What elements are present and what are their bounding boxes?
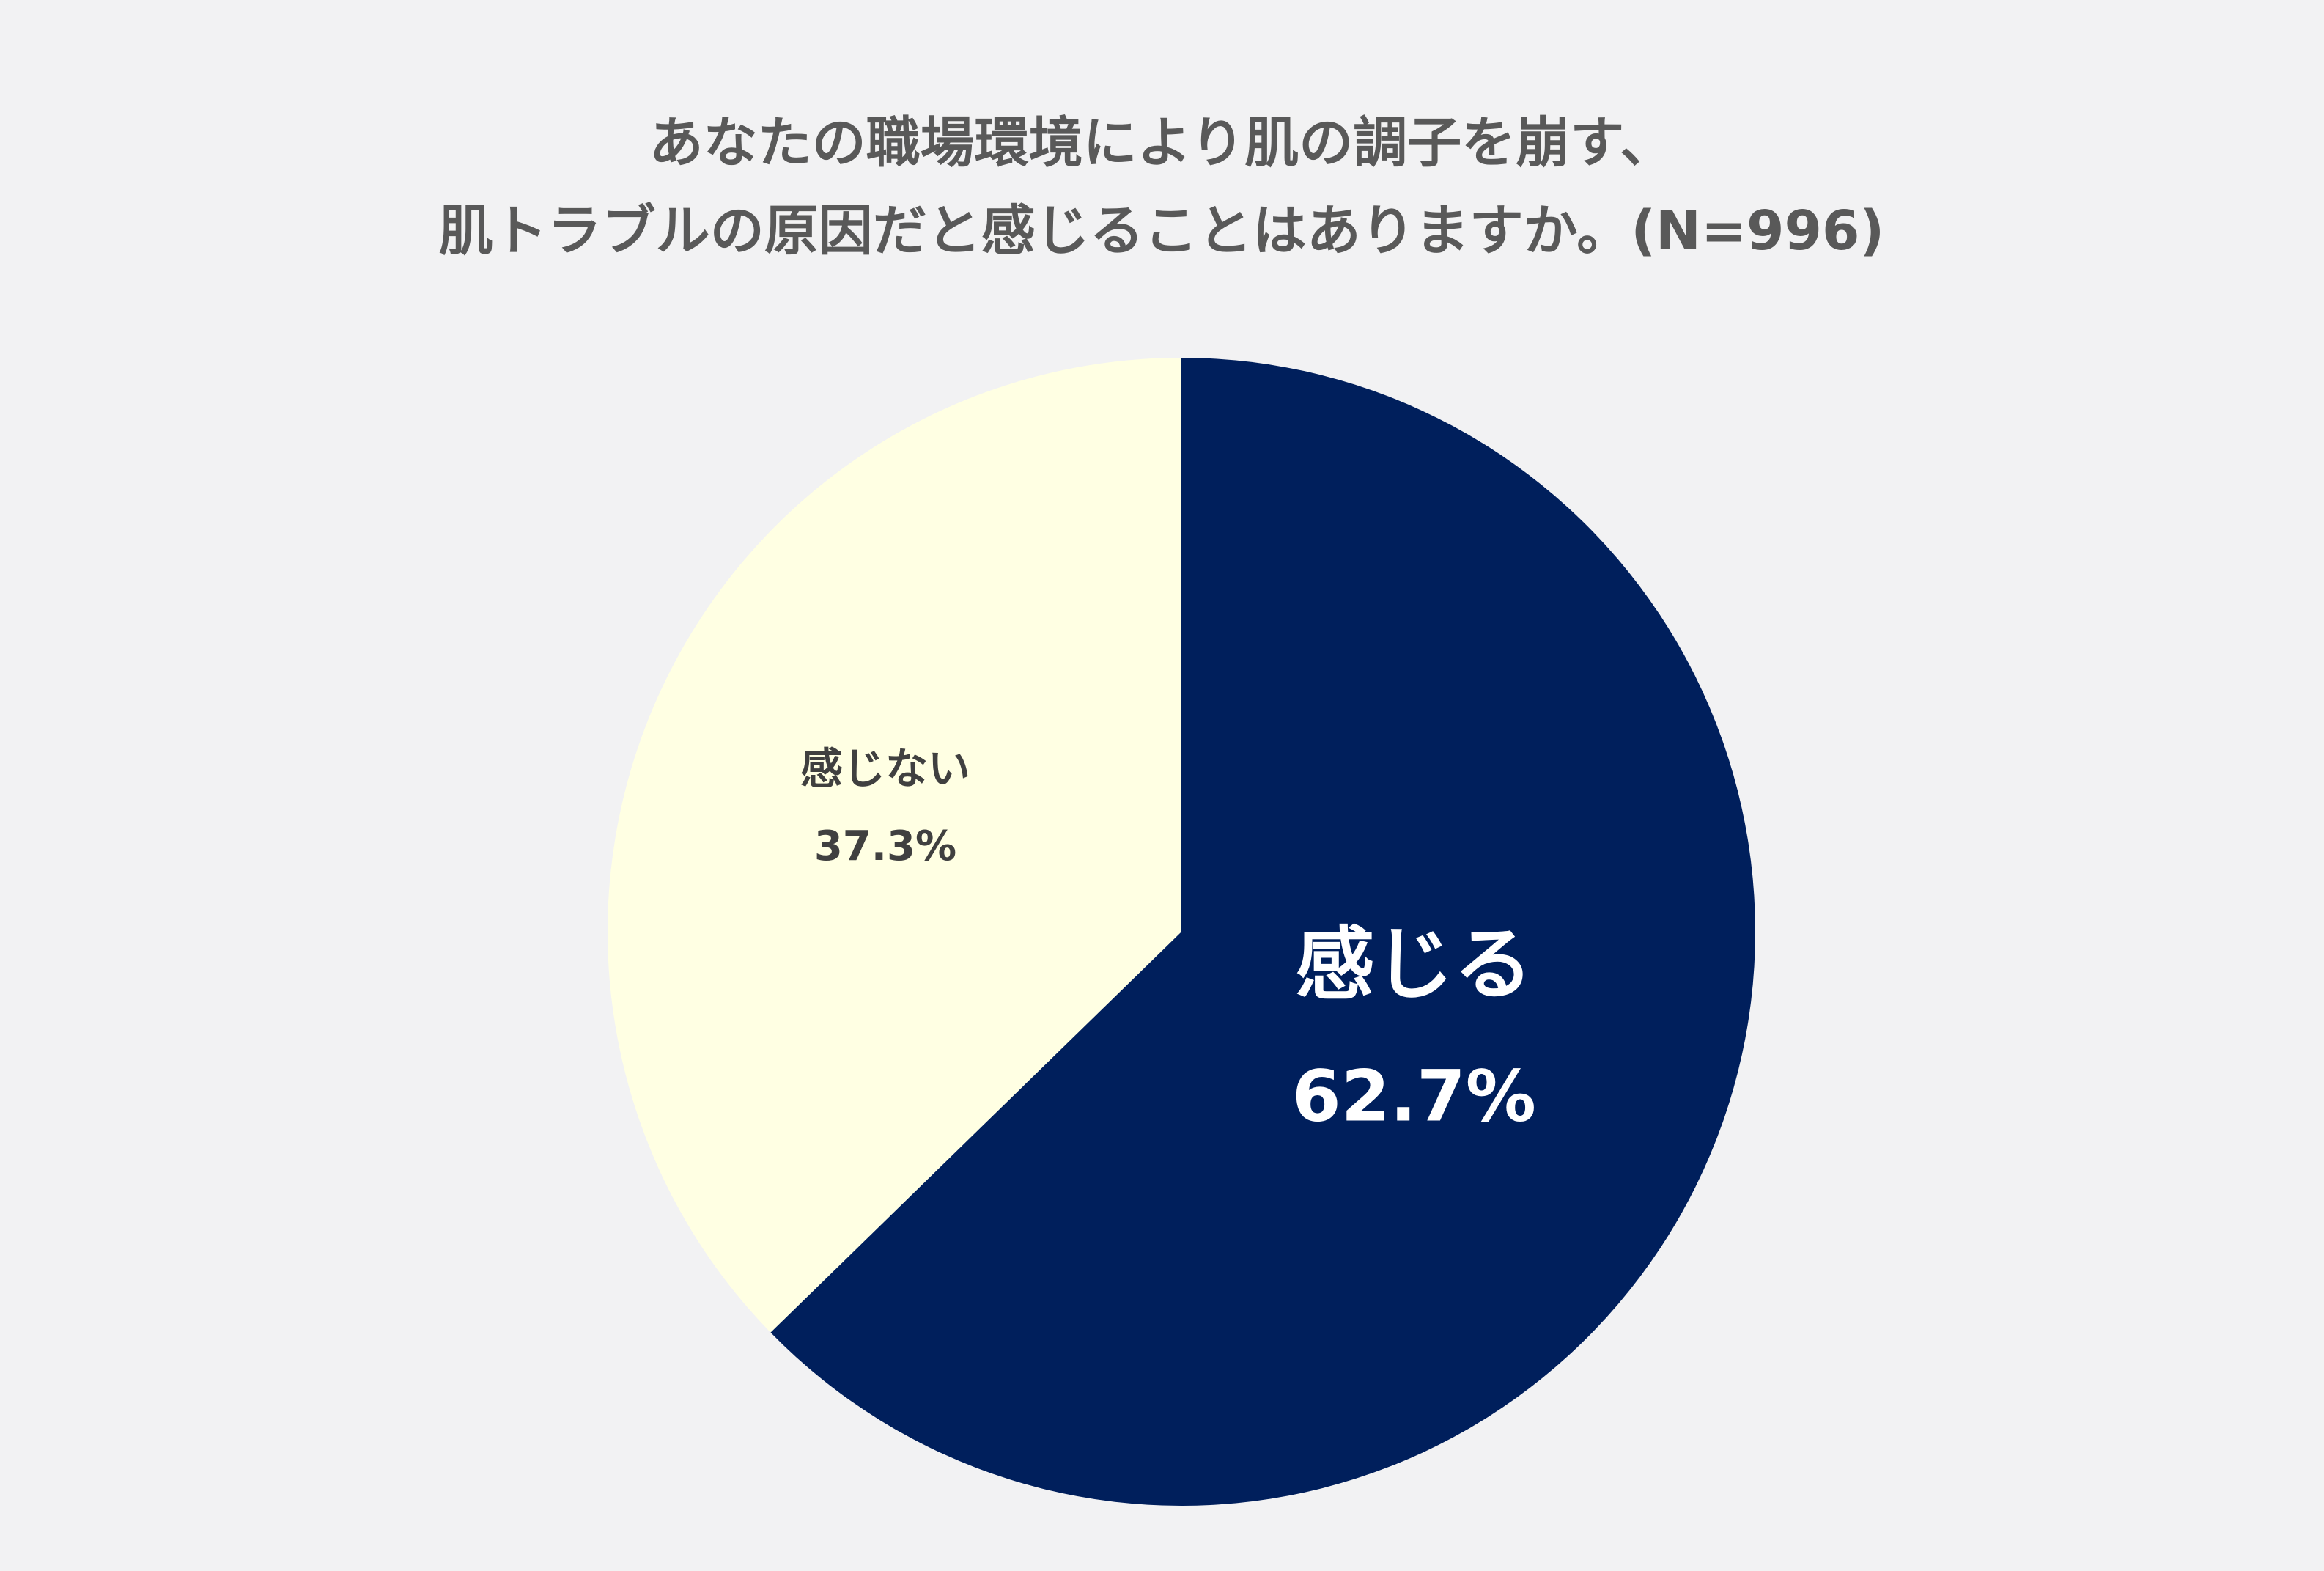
slice-label-1: 感じない (800, 743, 970, 793)
slice-label-0: 感じる (1295, 919, 1532, 1011)
slice-labels: 感じる 62.7% 感じない 37.3% (800, 743, 1536, 1137)
chart-title: あなたの職場環境により肌の調子を崩す、 肌トラブルの原因だと感じることはあります… (439, 111, 1885, 262)
pie-slice-1 (607, 358, 1181, 1333)
pie-slices (607, 358, 1755, 1506)
pie-slice-0 (770, 358, 1755, 1506)
chart-title-line-2: 肌トラブルの原因だと感じることはありますか。(N=996) (439, 199, 1885, 262)
chart-title-line-1: あなたの職場環境により肌の調子を崩す、 (649, 111, 1675, 174)
slice-value-label-0: 62.7% (1292, 1055, 1536, 1137)
slice-value-label-1: 37.3% (814, 823, 956, 870)
